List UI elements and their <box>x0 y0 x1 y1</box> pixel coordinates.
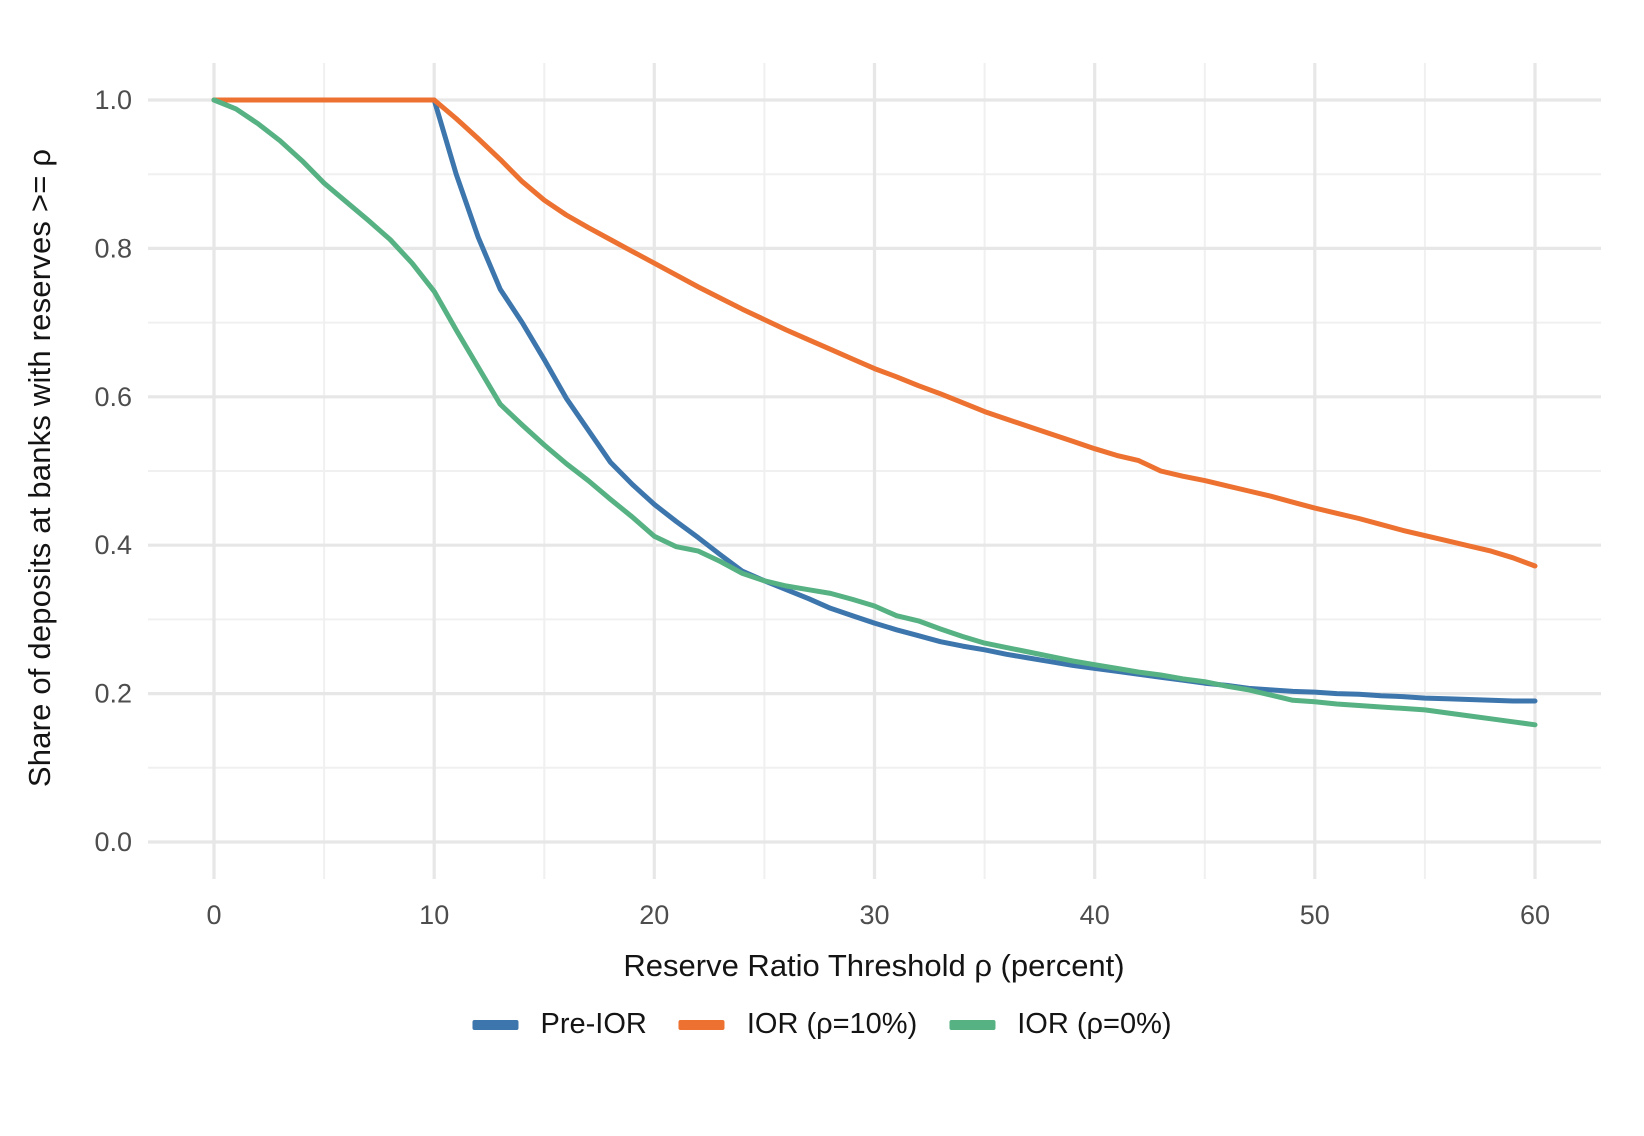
y-tick-label: 0.4 <box>94 530 132 560</box>
legend-item-ior-0: IOR (ρ=0%) <box>949 1008 1172 1041</box>
x-tick-label: 10 <box>419 900 449 930</box>
y-axis-title: Share of deposits at banks with reserves… <box>22 148 57 788</box>
legend-label-ior-10: IOR (ρ=10%) <box>746 1008 918 1040</box>
x-tick-label: 20 <box>639 900 669 930</box>
legend-swatch-pre-ior <box>472 1019 519 1030</box>
legend-swatch-ior-10 <box>678 1019 725 1030</box>
y-tick-label: 0.6 <box>94 382 132 412</box>
x-axis-title: Reserve Ratio Threshold ρ (percent) <box>623 948 1125 983</box>
y-tick-label: 0.2 <box>94 679 132 709</box>
x-tick-label: 50 <box>1300 900 1330 930</box>
legend-label-pre-ior: Pre-IOR <box>540 1008 647 1040</box>
x-tick-label: 60 <box>1520 900 1550 930</box>
ior-0-line <box>211 97 1538 728</box>
x-tick-label: 30 <box>859 900 889 930</box>
ior-10-line <box>211 97 1538 569</box>
y-tick-label: 1.0 <box>94 85 132 115</box>
y-tick-label: 0.8 <box>94 233 132 263</box>
x-tick-label: 40 <box>1080 900 1110 930</box>
legend: Pre-IOR IOR (ρ=10%) IOR (ρ=0%) <box>472 1008 1172 1041</box>
y-tick-label: 0.0 <box>94 827 132 857</box>
legend-item-ior-10: IOR (ρ=10%) <box>678 1008 918 1041</box>
legend-item-pre-ior: Pre-IOR <box>472 1008 647 1041</box>
legend-label-ior-0: IOR (ρ=0%) <box>1017 1008 1172 1040</box>
x-tick-label: 0 <box>206 900 221 930</box>
legend-swatch-ior-0 <box>949 1019 996 1030</box>
